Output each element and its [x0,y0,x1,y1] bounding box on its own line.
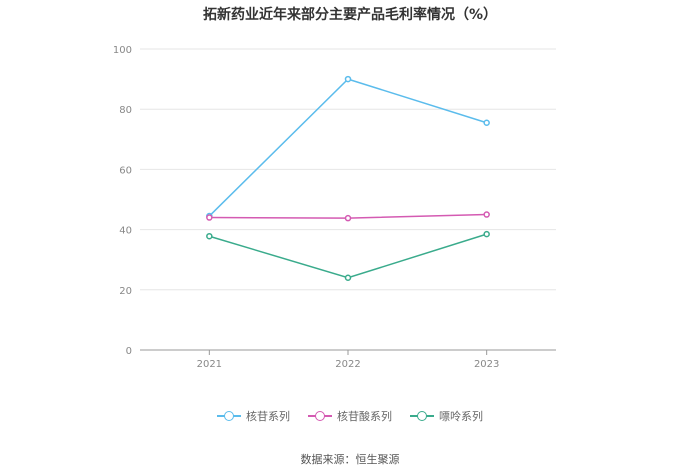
series-line-0 [208,78,487,217]
y-tick-label: 40 [119,226,132,237]
x-tick-label: 2023 [474,359,499,370]
legend-swatch-icon [410,410,434,422]
legend-swatch-icon [308,410,332,422]
y-tick-label: 0 [126,346,132,357]
y-tick-label: 100 [113,45,132,56]
legend-label: 核苷系列 [246,410,290,423]
data-point [344,274,352,282]
data-point [344,214,352,222]
legend-item[interactable]: 嘌呤系列 [410,408,483,424]
legend-item[interactable]: 核苷酸系列 [308,408,392,424]
x-tick-label: 2022 [335,359,360,370]
data-point [206,232,213,240]
grid [140,48,556,291]
legend: 核苷系列 核苷酸系列 嘌呤系列 [0,408,700,424]
legend-swatch-icon [217,410,241,422]
series [206,75,490,282]
x-tick-label: 2021 [197,359,222,370]
axes: 0 20 40 60 80 100 2021 2022 2023 [113,45,556,370]
data-point [206,214,213,221]
legend-label: 嘌呤系列 [439,410,483,423]
data-point [483,211,490,218]
legend-item[interactable]: 核苷系列 [217,408,290,424]
data-point [483,119,490,126]
y-tick-label: 20 [119,286,132,297]
data-point [483,230,490,238]
source-note: 数据来源：恒生聚源 [300,453,400,466]
chart-title: 拓新药业近年来部分主要产品毛利率情况（%） [202,7,498,23]
y-tick-label: 60 [119,165,132,176]
series-line-2 [209,233,487,279]
y-tick-label: 80 [119,105,132,116]
legend-label: 核苷酸系列 [337,410,392,423]
data-point [344,75,352,83]
